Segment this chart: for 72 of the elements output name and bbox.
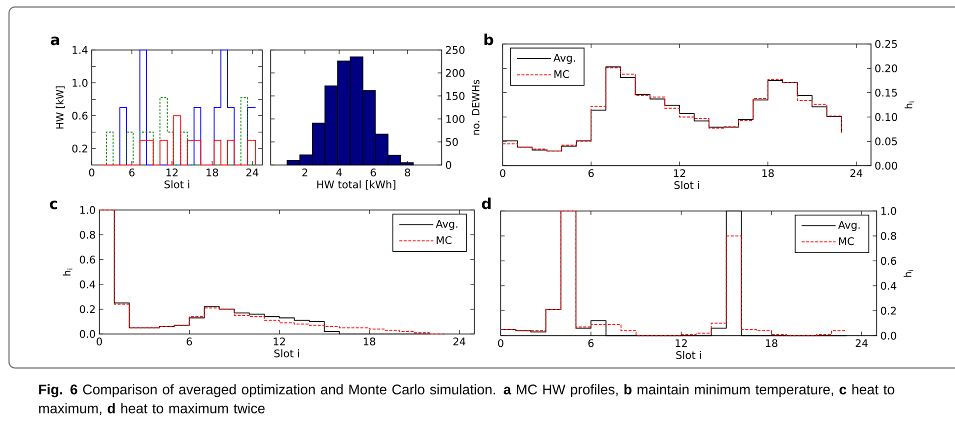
x-tick-label: 12	[166, 168, 178, 176]
y-tick-label: 200	[446, 69, 464, 77]
y-tick-label: 1.0	[72, 78, 88, 87]
y-tick-label: 0.8	[80, 230, 96, 239]
y-tick-label: 250	[446, 46, 464, 54]
x-tick-label: 0	[96, 338, 102, 346]
y-tick-label: 50	[446, 138, 458, 146]
y-axis-title: h$_{i}$	[904, 270, 914, 277]
y-tick-label: 0.2	[80, 305, 95, 314]
x-axis-title: Slot i	[164, 180, 190, 188]
y-tick-label: 1.0	[881, 207, 896, 215]
y-tick-label: 0.0	[880, 332, 896, 340]
x-tick-label: 12	[676, 339, 687, 347]
chart-title: c	[50, 200, 58, 210]
x-tick-label: 6	[129, 168, 135, 176]
x-tick-label: 18	[206, 168, 218, 176]
y-tick-label: 0.20	[875, 64, 898, 72]
y-tick-label: 0.2	[72, 144, 88, 153]
legend-label: Avg.	[838, 221, 860, 231]
y-tick-label: 0.2	[880, 306, 896, 315]
y-tick-label: 0.4	[80, 280, 96, 288]
chart-title: a	[50, 36, 60, 46]
x-tick-label: 6	[588, 169, 594, 178]
legend-label: Avg.	[436, 220, 458, 230]
x-tick-label: 4	[336, 168, 342, 176]
chart-title: b	[484, 34, 494, 46]
y-tick-label: 0.10	[875, 113, 898, 121]
x-tick-label: 18	[364, 338, 376, 346]
legend-label: Avg.	[553, 54, 575, 64]
y-tick-label: 0.15	[875, 88, 897, 97]
x-tick-label: 12	[674, 169, 686, 177]
x-axis-title: HW total [kWh]	[317, 180, 396, 190]
chart-title: d	[482, 198, 491, 210]
y-tick-label: 1.0	[80, 206, 96, 214]
text: Fig. 6 Comparison of averaged optimization and Monte Carlo simulation. a MC HW profiles, b maintain minimum temperature, c heat to maximum, d heat to maximum twice	[39, 384, 894, 415]
y-tick-label: 0.05	[875, 137, 897, 146]
x-tick-label: 18	[762, 169, 774, 178]
x-tick-label: 2	[302, 168, 308, 176]
y-tick-label: 0.6	[880, 256, 896, 265]
x-tick-label: 6	[588, 339, 594, 348]
x-tick-label: 8	[404, 168, 410, 176]
x-tick-label: 24	[850, 169, 862, 177]
x-tick-label: 0	[498, 339, 504, 348]
y-tick-label: 0.00	[875, 162, 898, 170]
x-tick-label: 12	[274, 338, 285, 346]
x-tick-label: 24	[246, 168, 258, 176]
x-tick-label: 24	[453, 338, 466, 346]
y-axis-title: h$_{i}$	[904, 102, 914, 108]
x-axis-title: Slot i	[274, 349, 299, 358]
y-axis-title: HW [kW]	[56, 86, 65, 128]
x-axis-title: Slot i	[676, 350, 701, 360]
y-tick-label: 0.4	[880, 282, 896, 290]
y-tick-label: 0	[446, 161, 452, 169]
y-axis-title: no. DEWHs	[472, 80, 480, 135]
x-tick-label: 0	[500, 169, 506, 178]
x-tick-label: 24	[856, 339, 868, 347]
x-tick-label: 6	[370, 168, 376, 176]
y-tick-label: 100	[446, 115, 464, 123]
y-tick-label: 0.8	[880, 232, 896, 240]
x-tick-label: 18	[766, 339, 778, 348]
y-tick-label: 1.4	[72, 46, 88, 54]
legend-label: MC	[436, 236, 452, 244]
x-tick-label: 6	[186, 338, 192, 346]
y-tick-label: 0.0	[80, 330, 96, 338]
y-tick-label: 150	[446, 92, 464, 100]
x-axis-title: Slot i	[674, 180, 700, 190]
legend-label: MC	[839, 237, 854, 246]
y-axis-title: h$_{i}$	[62, 268, 72, 276]
legend-label: MC	[554, 70, 570, 78]
y-tick-label: 0.25	[875, 40, 897, 48]
y-tick-label: 0.6	[80, 256, 96, 264]
y-tick-label: 0.6	[72, 112, 88, 120]
